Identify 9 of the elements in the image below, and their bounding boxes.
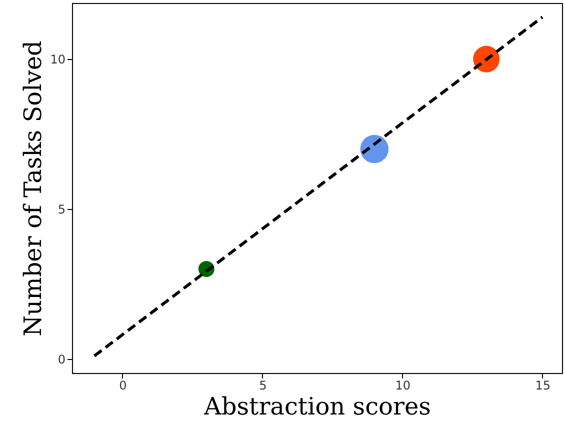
y-tick-label: 5 — [58, 202, 66, 216]
y-tick-label: 10 — [50, 52, 66, 67]
x-tick-label: 10 — [395, 378, 411, 392]
x-tick-label: 15 — [535, 378, 551, 392]
x-tick-label: 5 — [259, 378, 267, 392]
x-axis-title: Abstraction scores — [203, 392, 431, 420]
y-tick-label: 0 — [58, 352, 66, 366]
x-tick-label: 0 — [119, 378, 127, 392]
y-axis-title: Number of Tasks Solved — [19, 40, 48, 336]
